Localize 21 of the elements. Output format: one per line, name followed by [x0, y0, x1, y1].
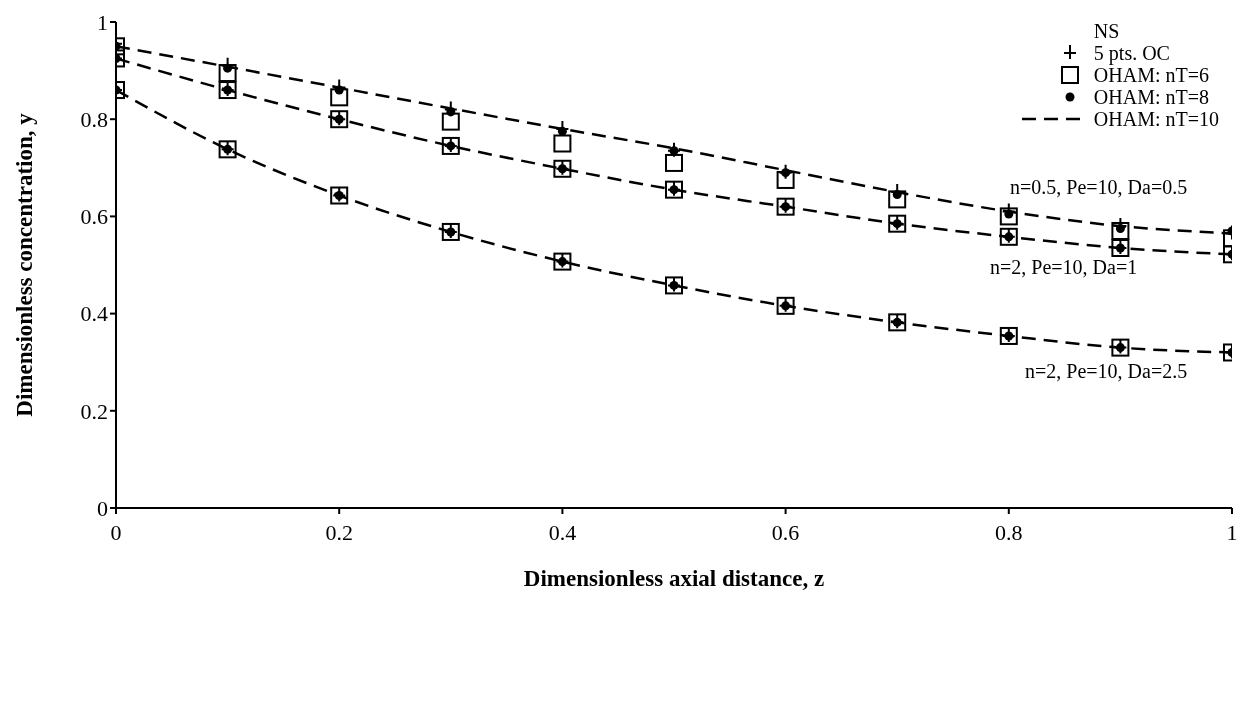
y-tick-label: 0 — [97, 495, 108, 521]
x-axis-title: Dimensionless axial distance, z — [523, 566, 825, 591]
legend-title: NS — [1092, 20, 1121, 42]
y-axis-title: Dimensionless concentration, y — [12, 112, 38, 417]
y-tick-label: 0.8 — [80, 107, 108, 133]
legend-label: OHAM: nT=6 — [1093, 64, 1209, 86]
x-tick-label: 0.8 — [995, 519, 1023, 545]
legend-label: OHAM: nT=10 — [1093, 108, 1219, 130]
x-tick-label: 0.2 — [325, 519, 353, 545]
x-tick-label: 0.6 — [771, 519, 800, 545]
annotation: n=0.5, Pe=10, Da=0.5 — [1010, 176, 1188, 199]
legend-label: 5 pts. OC — [1093, 42, 1170, 64]
annotation: n=2, Pe=10, Da=2.5 — [1025, 360, 1188, 383]
y-tick-label: 0.4 — [80, 301, 108, 327]
y-tick-label: 1 — [97, 9, 108, 35]
y-tick-label: 0.6 — [80, 204, 108, 230]
annotation: n=2, Pe=10, Da=1 — [990, 256, 1138, 279]
legend-label: OHAM: nT=8 — [1093, 86, 1209, 108]
y-tick-label: 0.2 — [80, 398, 108, 424]
x-tick-label: 1 — [1226, 519, 1238, 545]
x-tick-label: 0.4 — [548, 519, 577, 545]
